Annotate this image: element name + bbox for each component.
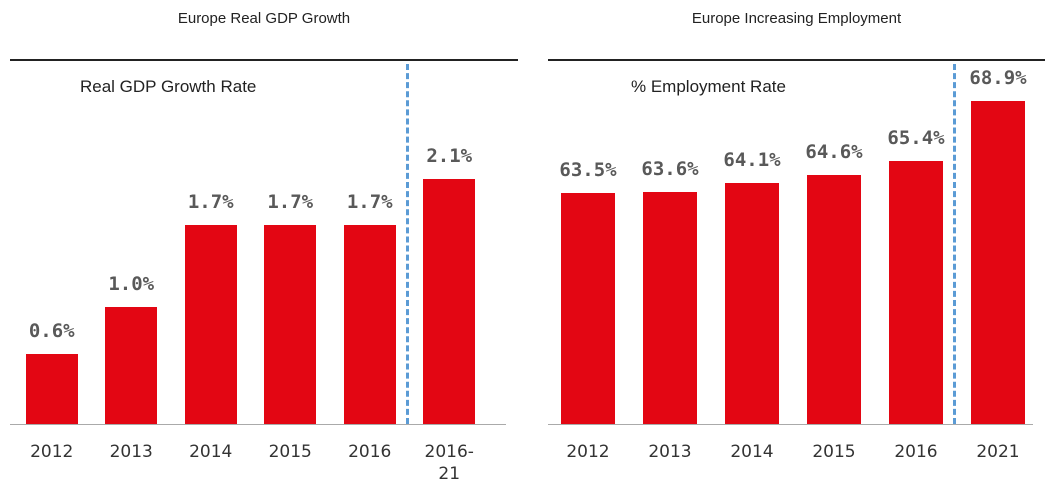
x-tick-label: 2016 — [894, 442, 938, 462]
divider — [405, 64, 409, 424]
x-tick-label: 2013 — [648, 442, 692, 462]
bar — [105, 307, 158, 424]
x-tick-label: 2015 — [268, 442, 312, 462]
value-label: 1.7% — [187, 191, 234, 214]
x-tick-label: 2014 — [189, 442, 233, 462]
x-tick-label: 2014 — [730, 442, 774, 462]
bar — [343, 225, 396, 424]
bar — [561, 193, 615, 424]
header-rule — [548, 59, 1045, 61]
x-tick-label: 2012 — [30, 442, 74, 462]
chart-title: Europe Real GDP Growth — [177, 10, 351, 27]
bar — [807, 174, 861, 424]
value-label: 1.0% — [108, 273, 155, 296]
value-label: 63.5% — [559, 159, 617, 182]
bar — [971, 101, 1025, 424]
bar — [725, 183, 779, 424]
x-tick-label: 2016 — [348, 442, 392, 462]
x-tick-label: 2016-21 CAGR — [424, 442, 474, 488]
chart-subtitle: Real GDP Growth Rate — [80, 77, 257, 96]
x-tick-label: 2015 — [812, 442, 856, 462]
value-label: 1.7% — [267, 191, 314, 214]
bar — [643, 191, 697, 424]
bar — [889, 161, 943, 424]
baseline — [548, 424, 1033, 425]
baseline — [10, 424, 506, 425]
chart-title: Europe Increasing Employment — [691, 10, 902, 27]
header-rule — [10, 59, 518, 61]
value-label: 63.6% — [641, 157, 699, 180]
value-label: 68.9% — [969, 67, 1027, 90]
bar — [184, 225, 237, 424]
x-tick-label: 2013 — [109, 442, 153, 462]
bar — [264, 225, 317, 424]
x-tick-label: 2021 — [976, 442, 1020, 462]
value-label: 64.6% — [805, 140, 863, 163]
value-label: 0.6% — [28, 319, 75, 342]
bar — [423, 178, 476, 424]
value-label: 64.1% — [723, 149, 781, 172]
chart-subtitle: % Employment Rate — [631, 77, 786, 96]
value-label: 2.1% — [426, 144, 473, 167]
value-label: 1.7% — [346, 191, 393, 214]
x-tick-label: 2012 — [566, 442, 610, 462]
divider — [953, 64, 956, 424]
value-label: 65.4% — [887, 127, 945, 150]
bar — [25, 353, 78, 424]
